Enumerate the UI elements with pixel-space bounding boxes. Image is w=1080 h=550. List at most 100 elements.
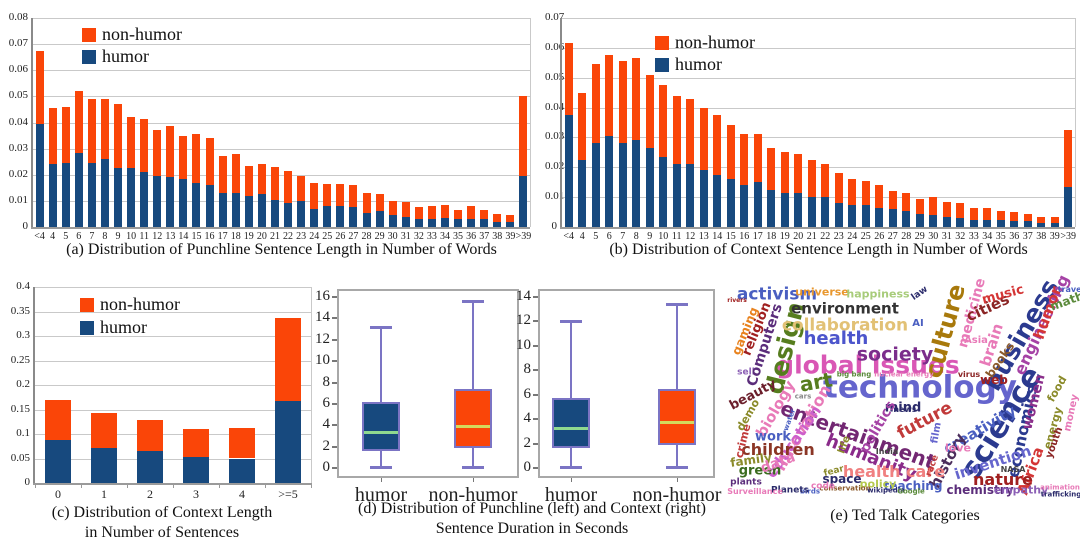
plot-right-border xyxy=(530,18,531,227)
wordcloud-word-planets: Planets xyxy=(771,485,809,496)
bar-humor xyxy=(807,197,816,227)
bar-humor xyxy=(942,216,951,227)
gridline xyxy=(562,47,1075,49)
x-tick-label: 5 xyxy=(593,231,599,242)
y-tick-label: 0.01 xyxy=(545,190,565,203)
bar-humor xyxy=(229,458,255,483)
legend-label: humor xyxy=(102,46,149,66)
bar-humor xyxy=(427,219,436,227)
x-tick-label: 14 xyxy=(712,231,723,242)
bar-non-humor xyxy=(780,152,789,193)
whisker-line xyxy=(380,326,382,467)
bar-non-humor xyxy=(87,98,96,163)
legend-item-non-humor: non-humor xyxy=(80,294,180,315)
legend-item-humor: humor xyxy=(655,54,722,75)
y-tick-label: 0.07 xyxy=(8,37,28,50)
gridline xyxy=(35,385,311,386)
wordcloud-word-empathy: empathy xyxy=(993,483,1049,497)
x-tick-label: 4 xyxy=(579,231,585,242)
bar-non-humor xyxy=(467,206,476,220)
y-tick-mark xyxy=(332,338,337,341)
x-axis-tick xyxy=(311,483,312,488)
bar-humor xyxy=(336,206,345,227)
x-tick-label: 12 xyxy=(685,231,696,242)
x-tick-label: 7 xyxy=(89,231,95,242)
x-tick-label: 9 xyxy=(115,231,121,242)
median-line-humor xyxy=(364,431,398,435)
y-tick-label: 6 xyxy=(523,385,532,402)
bar-non-humor xyxy=(1064,129,1073,187)
x-tick-label: 16 xyxy=(204,231,215,242)
wordcloud-word-code: code xyxy=(810,481,836,492)
box-category-label: humor xyxy=(354,484,408,506)
y-tick-label: 0 xyxy=(24,476,31,488)
bar-humor xyxy=(740,185,749,227)
x-tick-label: 38 xyxy=(492,231,503,242)
x-tick-label: 8 xyxy=(633,231,639,242)
chart-b-caption: (b) Distribution of Context Sentence Len… xyxy=(609,241,1028,258)
y-tick-label: 0.03 xyxy=(8,141,28,154)
bar-humor xyxy=(519,176,528,227)
bar-humor xyxy=(875,207,884,227)
bar-non-humor xyxy=(632,58,641,141)
y-tick-mark xyxy=(533,393,538,396)
gridline xyxy=(35,360,311,362)
y-tick-label: 12 xyxy=(315,330,330,347)
x-tick-label: 21 xyxy=(806,231,817,242)
legend-swatch-non-humor xyxy=(80,298,94,312)
bar-non-humor xyxy=(821,164,830,198)
x-tick-label: 28 xyxy=(901,231,912,242)
x-tick-label: 10 xyxy=(658,231,669,242)
x-tick-label: 33 xyxy=(968,231,979,242)
bar-non-humor xyxy=(297,176,306,201)
x-axis-line xyxy=(560,227,1075,229)
wordcloud-word-art: art xyxy=(797,367,835,397)
x-tick-label: 34 xyxy=(439,231,450,242)
bar-humor xyxy=(915,213,924,227)
bar-non-humor xyxy=(349,185,358,208)
x-tick-label: 19 xyxy=(779,231,790,242)
bar-non-humor xyxy=(284,170,293,204)
bar-humor xyxy=(140,172,149,227)
bar-non-humor xyxy=(1010,212,1019,222)
x-tick-label: 32 xyxy=(413,231,424,242)
wordcloud-word-sell: sell xyxy=(737,367,755,378)
y-tick-label: 8 xyxy=(322,373,331,390)
whisker-cap-top xyxy=(462,300,484,304)
legend-swatch-non-humor xyxy=(655,36,669,50)
wordcloud-word-health-care: health care xyxy=(842,462,946,481)
x-tick-mark xyxy=(677,478,678,482)
bar-non-humor xyxy=(114,104,122,169)
y-tick-label: 16 xyxy=(315,288,330,304)
y-tick-label: 0.04 xyxy=(545,100,565,113)
x-tick-label: <4 xyxy=(34,231,45,242)
gridline xyxy=(35,287,311,288)
legend-item-humor: humor xyxy=(82,46,149,67)
x-tick-label: 29 xyxy=(374,231,385,242)
wordcloud-word-society: society xyxy=(856,343,934,366)
wordcloud-word-global-issues: global issues xyxy=(776,350,960,380)
x-tick-label: 23 xyxy=(833,231,844,242)
bar-humor xyxy=(686,164,695,227)
bar-humor xyxy=(564,115,573,227)
bar-non-humor xyxy=(375,194,384,212)
whisker-cap-top xyxy=(370,325,392,329)
y-tick-mark xyxy=(533,369,538,372)
bar-non-humor xyxy=(506,215,515,222)
bar-humor xyxy=(1050,222,1059,227)
bar-humor xyxy=(297,200,306,227)
bar-humor xyxy=(183,456,209,483)
gridline xyxy=(33,200,530,202)
bar-humor xyxy=(35,123,44,227)
x-tick-label: 22 xyxy=(283,231,294,242)
x-tick-label: 17 xyxy=(217,231,228,242)
y-tick-label: 0.3 xyxy=(16,329,30,341)
x-axis-line xyxy=(31,227,530,229)
y-tick-label: 0 xyxy=(523,459,532,475)
bar-humor xyxy=(270,199,279,227)
bar-humor xyxy=(362,212,371,227)
x-tick-label: 28 xyxy=(361,231,372,242)
bar-non-humor xyxy=(35,50,44,124)
wordcloud-word-health: health xyxy=(803,328,869,349)
whisker-line xyxy=(472,301,474,467)
